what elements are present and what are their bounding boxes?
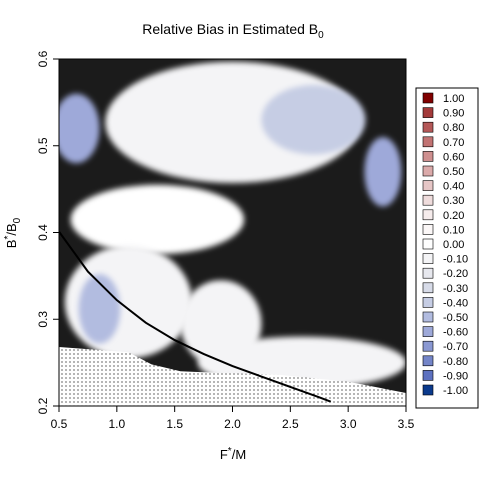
chart-title: Relative Bias in Estimated B0 [142, 21, 324, 41]
legend-label: 0.70 [443, 137, 464, 149]
reference-curve [59, 231, 332, 403]
legend-label: -0.10 [443, 254, 468, 266]
bias-region-2 [59, 93, 100, 164]
legend-swatch [422, 92, 434, 104]
x-tick-label: 3.5 [398, 417, 415, 431]
y-axis: 0.2 0.3 0.4 0.5 0.6 [36, 50, 59, 414]
legend-label: -0.50 [443, 312, 468, 324]
legend-swatch [422, 151, 434, 162]
y-axis-title: B*/B0 [3, 217, 23, 248]
bias-region-4 [70, 184, 245, 255]
bias-region-6 [78, 274, 121, 344]
legend-label: -0.40 [443, 297, 468, 309]
legend-swatch [422, 238, 434, 250]
legend-swatch [422, 355, 434, 367]
y-tick-label: 0.2 [36, 397, 50, 414]
legend-swatch [422, 370, 434, 381]
legend-label: 0.00 [443, 239, 464, 251]
x-tick-label: 0.5 [51, 417, 68, 431]
legend-label: 0.10 [443, 224, 464, 236]
y-tick-label: 0.4 [36, 224, 50, 241]
y-tick-label: 0.3 [36, 311, 50, 328]
bias-region-3 [364, 137, 402, 207]
legend-label: 0.30 [443, 195, 464, 207]
y-tick-label: 0.6 [36, 50, 50, 67]
legend-swatch [422, 194, 434, 206]
legend-label: -0.20 [443, 268, 468, 280]
x-tick-label: 1.0 [108, 417, 125, 431]
title-subscript: 0 [318, 30, 324, 41]
legend-label: 0.80 [443, 122, 464, 134]
legend: 1.00 0.90 0.80 0.70 0.60 0.50 0.40 0.30 0.20 0.10… [415, 87, 479, 409]
legend-label: -0.80 [443, 356, 468, 368]
legend-label: -1.00 [443, 385, 468, 397]
x-tick-label: 2.5 [282, 417, 299, 431]
dotted-region [59, 347, 406, 406]
legend-label: 0.50 [443, 166, 464, 178]
legend-swatch [422, 297, 434, 308]
x-tick-label: 3.0 [340, 417, 357, 431]
legend-label: 0.90 [443, 108, 464, 120]
x-axis-title: F*/M [220, 446, 246, 462]
x-tick-label: 1.5 [166, 417, 183, 431]
legend-swatch [422, 165, 434, 177]
legend-swatch [422, 253, 434, 264]
legend-swatch [422, 311, 434, 323]
legend-swatch [422, 136, 434, 148]
legend-swatch [422, 384, 434, 396]
legend-label: -0.30 [443, 283, 468, 295]
legend-swatch [422, 267, 434, 279]
legend-swatch [422, 224, 434, 235]
x-axis: 0.5 1.0 1.5 2.0 2.5 3.0 3.5 [51, 406, 415, 431]
x-tick-label: 2.0 [224, 417, 241, 431]
legend-label: -0.70 [443, 341, 468, 353]
legend-swatch [422, 180, 434, 191]
legend-label: -0.60 [443, 327, 468, 339]
legend-label: 0.20 [443, 210, 464, 222]
bias-region-1 [261, 85, 366, 155]
legend-swatch [422, 209, 434, 221]
legend-label: -0.90 [443, 370, 468, 382]
legend-swatch [422, 326, 434, 337]
legend-label: 1.00 [443, 93, 464, 105]
legend-label: 0.60 [443, 151, 464, 163]
legend-swatch [422, 340, 434, 352]
legend-label: 0.40 [443, 181, 464, 193]
legend-swatch [422, 121, 434, 133]
y-tick-label: 0.5 [36, 137, 50, 154]
legend-swatch [422, 107, 434, 118]
plot-area [59, 59, 406, 406]
legend-swatch [422, 282, 434, 294]
